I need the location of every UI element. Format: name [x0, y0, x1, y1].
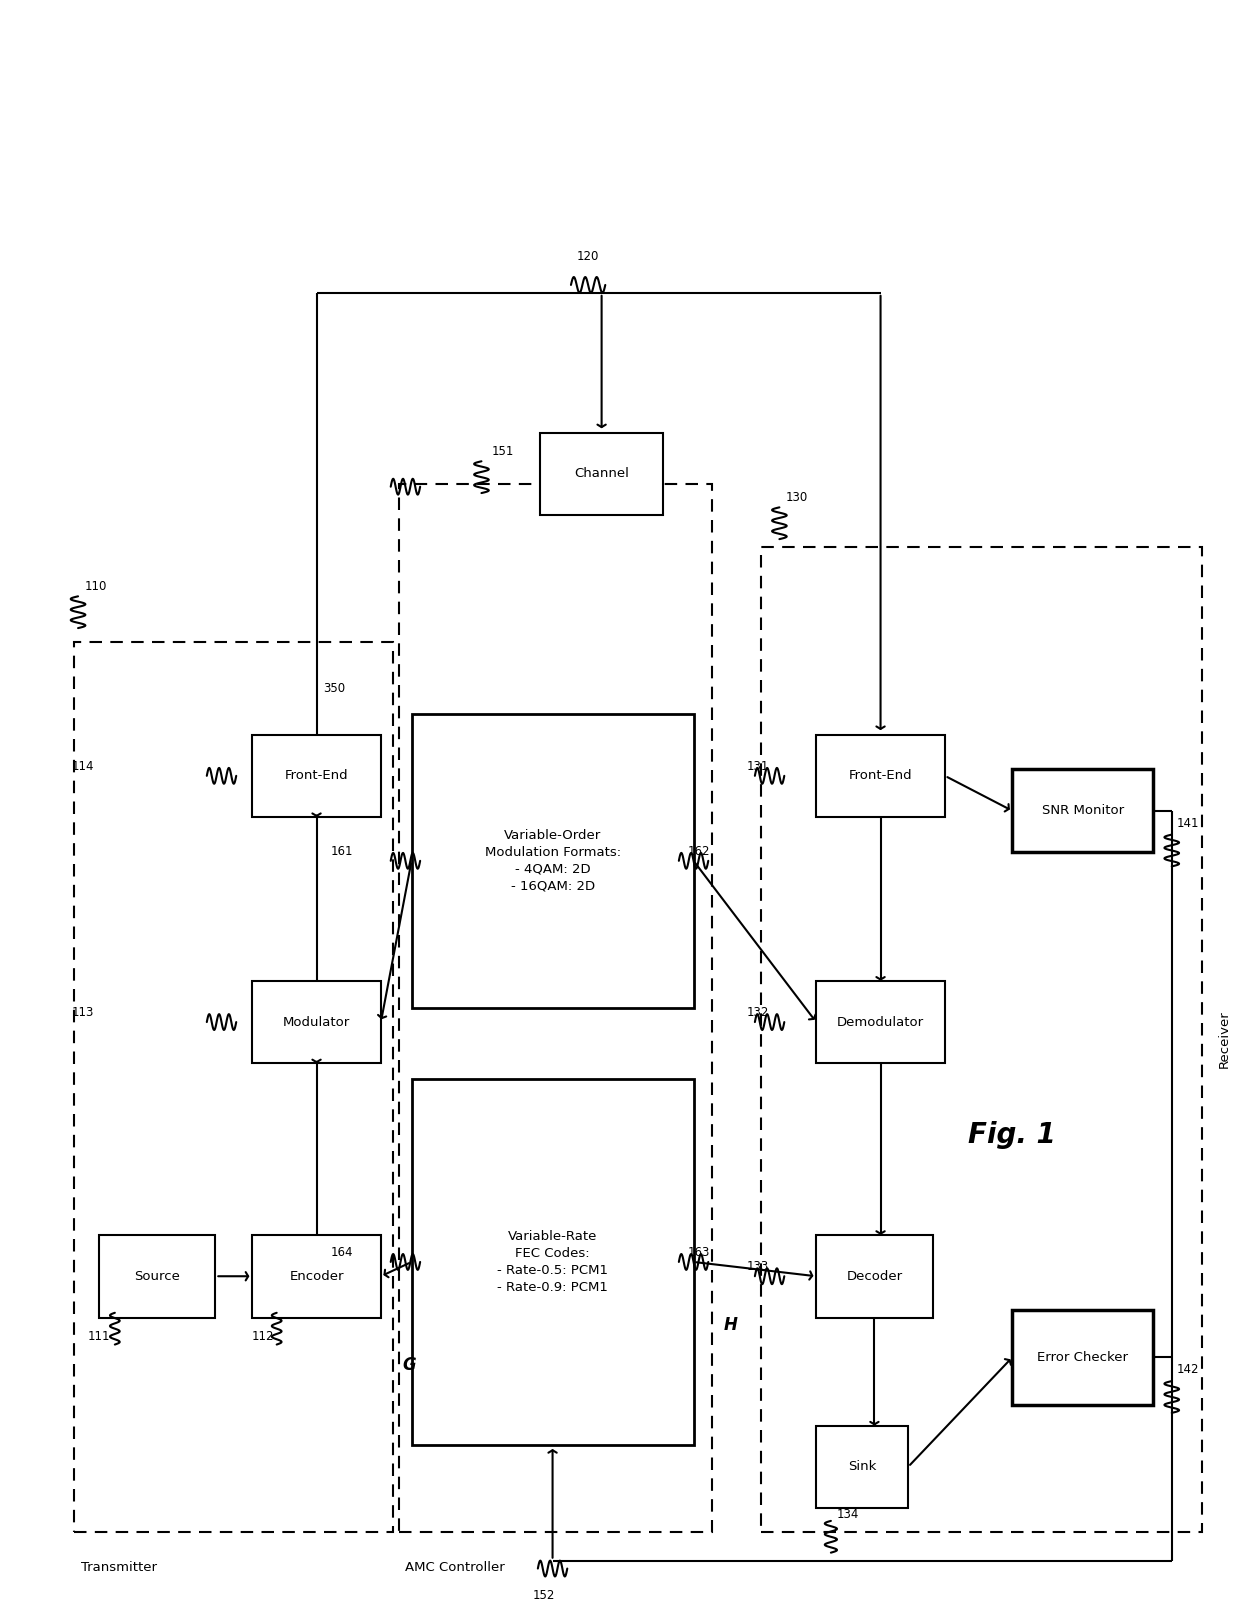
Text: H: H: [723, 1316, 738, 1334]
Text: 132: 132: [746, 1006, 769, 1018]
Bar: [816, 1236, 932, 1318]
Bar: [816, 1426, 908, 1508]
Bar: [1012, 1310, 1153, 1405]
Bar: [412, 1080, 693, 1445]
Text: 350: 350: [324, 682, 346, 695]
Text: Modulator: Modulator: [283, 1015, 350, 1028]
Text: 130: 130: [785, 491, 807, 504]
Text: Receiver: Receiver: [1218, 1010, 1231, 1068]
Text: 110: 110: [84, 581, 107, 594]
Text: Variable-Order
Modulation Formats:
- 4QAM: 2D
- 16QAM: 2D: Variable-Order Modulation Formats: - 4QA…: [485, 829, 621, 893]
Bar: [252, 981, 381, 1064]
Text: 111: 111: [88, 1331, 110, 1344]
Text: Sink: Sink: [848, 1461, 877, 1474]
Text: AMC Controller: AMC Controller: [405, 1561, 505, 1574]
Text: 151: 151: [491, 446, 513, 459]
Text: 134: 134: [837, 1508, 859, 1521]
Bar: [99, 1236, 216, 1318]
Text: 141: 141: [1177, 817, 1199, 830]
Text: 142: 142: [1177, 1363, 1199, 1376]
Text: 152: 152: [533, 1590, 556, 1603]
Bar: [412, 714, 693, 1007]
Text: G: G: [402, 1356, 415, 1374]
Text: Encoder: Encoder: [289, 1270, 343, 1282]
Text: 114: 114: [72, 759, 94, 772]
Text: 162: 162: [687, 845, 711, 858]
Text: 164: 164: [331, 1245, 353, 1258]
Text: Transmitter: Transmitter: [81, 1561, 156, 1574]
Text: 131: 131: [746, 759, 769, 772]
Text: Decoder: Decoder: [847, 1270, 903, 1282]
Text: 163: 163: [687, 1245, 709, 1258]
Bar: [761, 547, 1203, 1532]
Text: SNR Monitor: SNR Monitor: [1042, 804, 1123, 817]
Text: Front-End: Front-End: [285, 769, 348, 782]
Bar: [252, 735, 381, 817]
Text: 120: 120: [577, 249, 599, 262]
Text: Error Checker: Error Checker: [1038, 1352, 1128, 1364]
Bar: [816, 981, 945, 1064]
Text: Front-End: Front-End: [848, 769, 913, 782]
Text: Fig. 1: Fig. 1: [968, 1121, 1056, 1149]
Bar: [816, 735, 945, 817]
Text: Variable-Rate
FEC Codes:
- Rate-0.5: PCM1
- Rate-0.9: PCM1: Variable-Rate FEC Codes: - Rate-0.5: PCM…: [497, 1229, 608, 1294]
Bar: [541, 433, 663, 515]
Text: 113: 113: [72, 1006, 94, 1018]
Bar: [252, 1236, 381, 1318]
Text: Channel: Channel: [574, 468, 629, 481]
Text: Source: Source: [134, 1270, 180, 1282]
Text: 161: 161: [331, 845, 353, 858]
Text: 112: 112: [252, 1331, 275, 1344]
Text: Demodulator: Demodulator: [837, 1015, 924, 1028]
Bar: [399, 484, 712, 1532]
Bar: [74, 642, 393, 1532]
Text: 133: 133: [746, 1260, 769, 1273]
Bar: [1012, 769, 1153, 853]
